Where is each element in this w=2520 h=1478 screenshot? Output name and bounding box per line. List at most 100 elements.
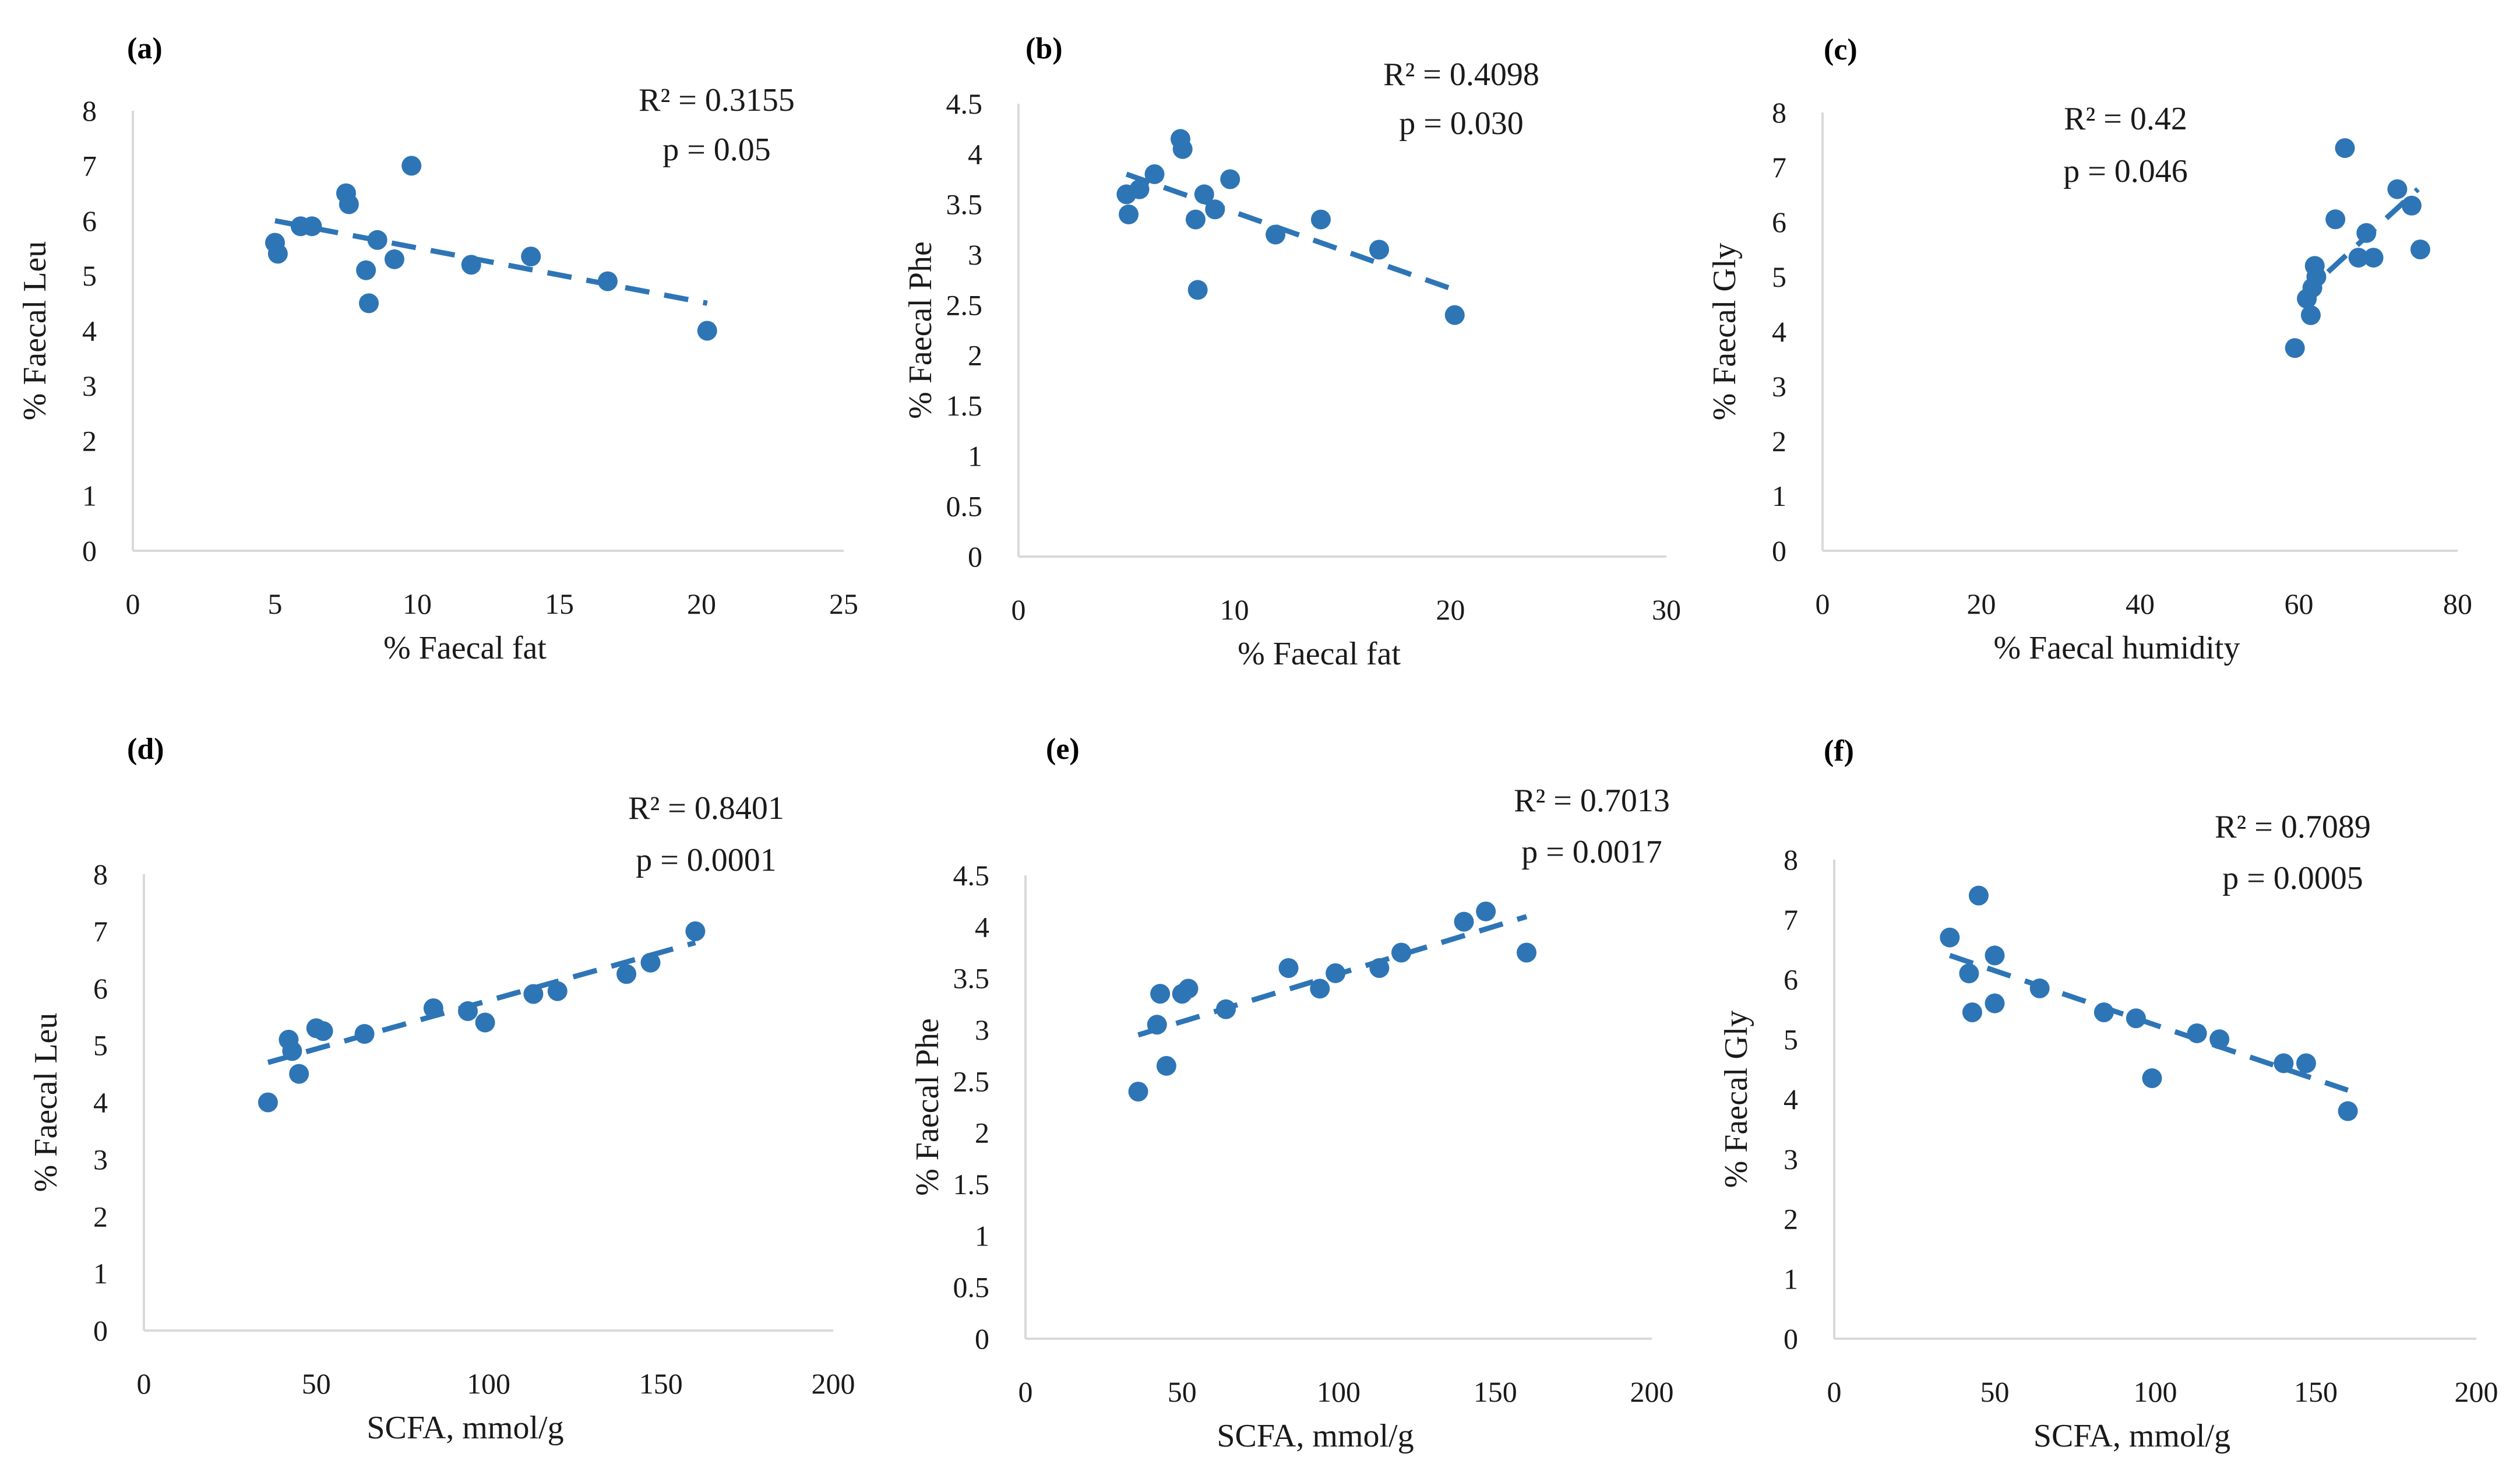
x-tick-label: 100	[1317, 1375, 1361, 1408]
x-tick-label: 150	[2294, 1375, 2338, 1408]
y-tick-label: 1	[975, 1219, 989, 1252]
p-value-label: p = 0.046	[2063, 153, 2188, 189]
data-point	[1476, 901, 1496, 921]
y-axis-label: % Faecal Phe	[903, 241, 939, 419]
y-tick-label: 2	[82, 424, 97, 457]
data-point	[2356, 223, 2377, 243]
data-point	[384, 249, 404, 269]
data-point	[697, 321, 717, 341]
y-tick-label: 8	[82, 94, 97, 127]
data-point	[523, 984, 544, 1004]
data-point	[258, 1092, 278, 1113]
panel-label: (e)	[1046, 733, 1080, 766]
y-tick-label: 2	[968, 339, 982, 372]
p-value-label: p = 0.0017	[1521, 834, 1662, 870]
p-value-label: p = 0.05	[662, 132, 771, 168]
trendline	[274, 218, 708, 306]
y-axis-label: % Faecal Gly	[1718, 1011, 1754, 1188]
data-point	[2093, 1002, 2114, 1023]
y-tick-label: 2	[975, 1117, 989, 1149]
data-point	[2209, 1029, 2230, 1050]
y-tick-label: 7	[93, 915, 108, 948]
data-point	[1940, 927, 1960, 948]
y-tick-label: 0.5	[953, 1271, 990, 1304]
x-axis-label: % Faecal fat	[1238, 636, 1401, 672]
panel-label: (f)	[1824, 734, 1854, 768]
x-tick-label: 20	[1967, 587, 1996, 620]
y-tick-label: 0	[82, 534, 97, 567]
panel-label: (b)	[1025, 32, 1063, 65]
r-squared-label: R² = 0.42	[2064, 101, 2187, 137]
y-axis-label: % Faecal Leu	[28, 1013, 64, 1192]
y-tick-label: 1	[1772, 480, 1786, 512]
y-tick-label: 1	[1784, 1262, 1798, 1295]
y-tick-label: 3	[975, 1014, 989, 1046]
y-axis-label: % Faecal Phe	[910, 1018, 946, 1196]
trendline	[2297, 187, 2420, 301]
y-tick-label: 4	[975, 910, 989, 943]
x-tick-label: 200	[1630, 1375, 1674, 1408]
y-tick-label: 3.5	[953, 962, 990, 995]
x-tick-label: 200	[2455, 1375, 2498, 1408]
x-tick-label: 50	[1168, 1375, 1197, 1408]
data-point	[1444, 305, 1465, 325]
data-point	[1369, 240, 1390, 260]
x-tick-label: 20	[1436, 593, 1465, 626]
data-point	[356, 260, 376, 280]
y-tick-label: 2.5	[953, 1065, 990, 1097]
panel-e: 0 0.5 1 1.5 2 2.5 3 3.5 4 4.5 0 50 100 150 200 SCFA, mm…	[910, 733, 1674, 1454]
x-axis-label: SCFA, mmol/g	[1217, 1418, 1414, 1454]
y-tick-label: 1	[93, 1257, 108, 1290]
y-tick-label: 4.5	[953, 859, 990, 892]
x-tick-label: 150	[639, 1367, 683, 1400]
data-point	[1150, 984, 1171, 1004]
data-point	[1278, 958, 1299, 978]
data-point	[289, 1064, 309, 1084]
y-tick-label: 2	[93, 1200, 108, 1233]
data-point	[2306, 267, 2327, 287]
r-squared-label: R² = 0.8401	[628, 790, 784, 826]
y-tick-label: 0	[93, 1314, 108, 1347]
y-tick-label: 3	[968, 238, 982, 271]
data-point	[1144, 164, 1165, 184]
x-tick-label: 40	[2126, 587, 2155, 620]
y-tick-label: 4	[968, 138, 982, 170]
y-axis-label: % Faecal Leu	[17, 241, 53, 421]
x-tick-label: 0	[126, 587, 140, 620]
panel-label: (d)	[127, 733, 164, 766]
y-tick-label: 0	[1784, 1322, 1798, 1355]
y-tick-label: 0	[1772, 534, 1786, 567]
data-point	[1959, 963, 1979, 984]
x-tick-label: 60	[2285, 587, 2314, 620]
data-point	[1369, 958, 1390, 978]
y-tick-label: 8	[93, 858, 108, 891]
x-tick-label: 0	[1018, 1375, 1033, 1408]
data-point	[302, 216, 322, 237]
data-point	[423, 998, 443, 1019]
data-point	[1310, 979, 1330, 999]
data-point	[2348, 248, 2369, 268]
x-axis-label: % Faecal humidity	[1993, 630, 2240, 666]
trendline	[267, 940, 696, 1065]
r-squared-label: R² = 0.7089	[2215, 809, 2371, 845]
data-point	[1454, 912, 1474, 932]
x-tick-label: 10	[1220, 593, 1249, 626]
y-tick-label: 1.5	[953, 1168, 990, 1201]
y-tick-label: 3	[82, 370, 97, 402]
data-point	[2363, 248, 2384, 268]
x-tick-label: 150	[1474, 1375, 1517, 1408]
y-tick-label: 6	[93, 972, 108, 1005]
panel-a: 0 1 2 3 4 5 6 7 8 0 5 10 15 20 25 % Faecal fat % Faecal …	[17, 32, 858, 666]
y-tick-label: 6	[1784, 963, 1798, 996]
y-tick-label: 1.5	[946, 389, 983, 422]
y-tick-label: 2	[1772, 425, 1786, 458]
x-tick-label: 50	[302, 1367, 331, 1400]
data-point	[1266, 224, 1286, 245]
data-point	[2338, 1101, 2358, 1121]
y-tick-label: 1	[968, 439, 982, 472]
data-point	[1216, 999, 1236, 1019]
data-point	[2387, 179, 2408, 199]
y-tick-label: 2.5	[946, 288, 983, 321]
data-point	[2126, 1008, 2146, 1029]
y-tick-label: 0.5	[946, 490, 983, 523]
